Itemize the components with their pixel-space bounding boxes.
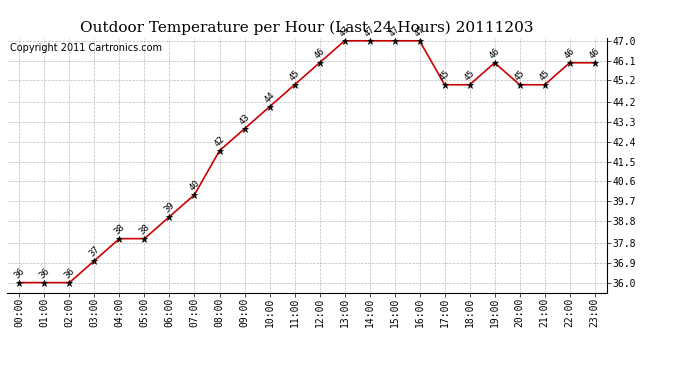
Text: 36: 36 bbox=[37, 267, 52, 280]
Text: 47: 47 bbox=[413, 25, 426, 39]
Text: 44: 44 bbox=[263, 91, 277, 105]
Text: 47: 47 bbox=[337, 25, 352, 39]
Text: Copyright 2011 Cartronics.com: Copyright 2011 Cartronics.com bbox=[10, 43, 162, 52]
Title: Outdoor Temperature per Hour (Last 24 Hours) 20111203: Outdoor Temperature per Hour (Last 24 Ho… bbox=[80, 21, 534, 35]
Text: 45: 45 bbox=[538, 69, 552, 82]
Text: 43: 43 bbox=[237, 112, 252, 126]
Text: 46: 46 bbox=[313, 46, 326, 61]
Text: 47: 47 bbox=[388, 25, 402, 39]
Text: 38: 38 bbox=[137, 222, 152, 237]
Text: 37: 37 bbox=[88, 244, 101, 258]
Text: 46: 46 bbox=[588, 46, 602, 61]
Text: 47: 47 bbox=[363, 25, 377, 39]
Text: 42: 42 bbox=[213, 135, 226, 148]
Text: 38: 38 bbox=[112, 222, 126, 237]
Text: 46: 46 bbox=[563, 46, 577, 61]
Text: 45: 45 bbox=[288, 69, 302, 82]
Text: 45: 45 bbox=[463, 69, 477, 82]
Text: 36: 36 bbox=[12, 267, 26, 280]
Text: 45: 45 bbox=[437, 69, 452, 82]
Text: 36: 36 bbox=[63, 267, 77, 280]
Text: 39: 39 bbox=[163, 201, 177, 214]
Text: 45: 45 bbox=[513, 69, 526, 82]
Text: 46: 46 bbox=[488, 46, 502, 61]
Text: 40: 40 bbox=[188, 178, 201, 192]
